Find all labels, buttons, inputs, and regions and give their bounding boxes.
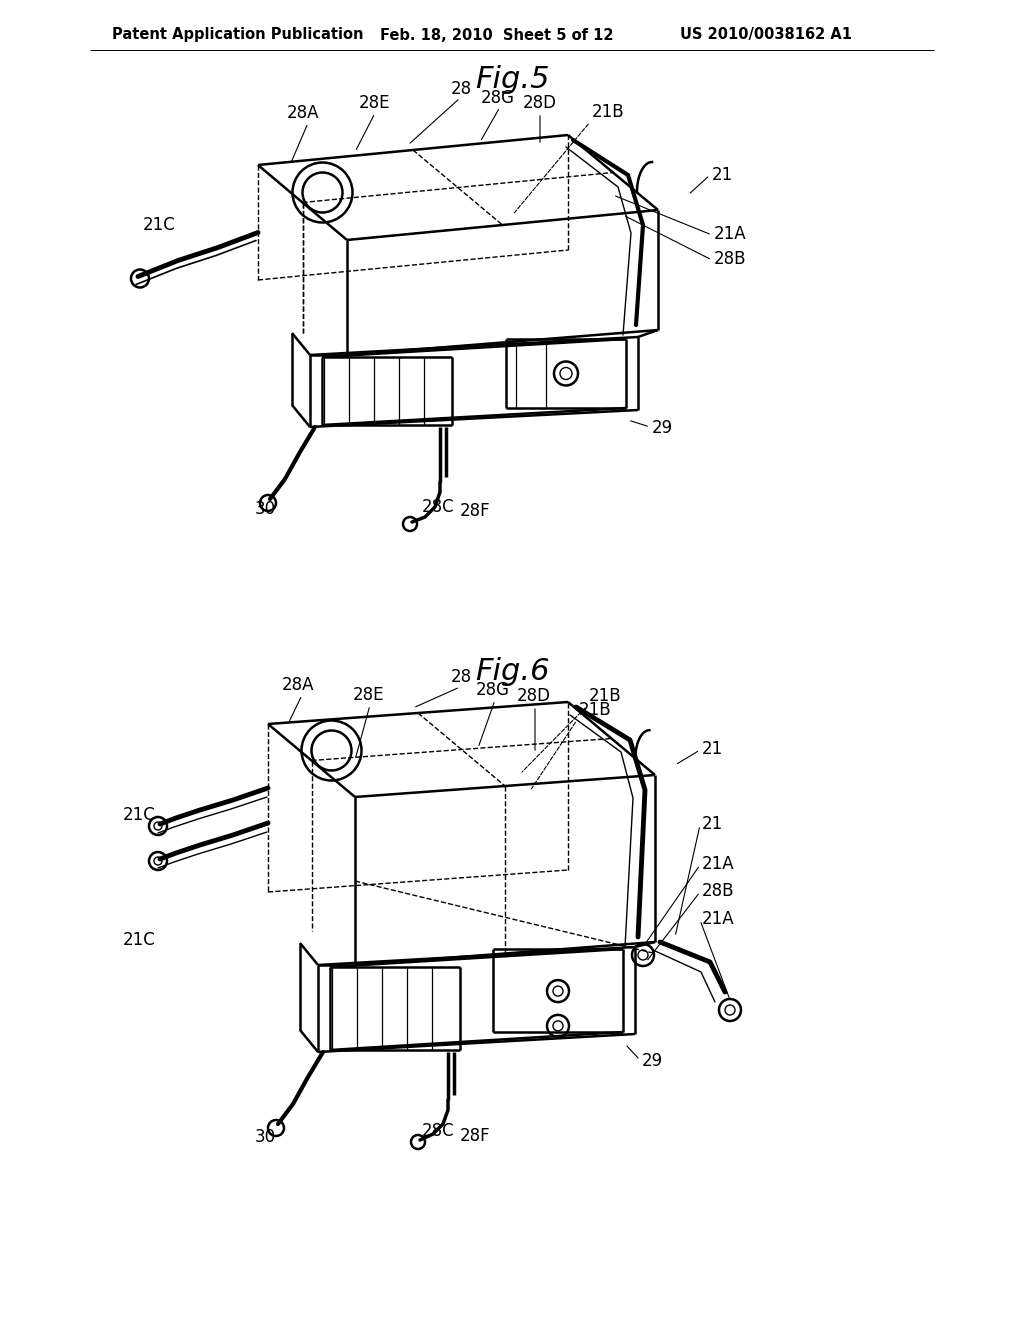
Text: US 2010/0038162 A1: US 2010/0038162 A1 xyxy=(680,28,852,42)
Text: 30: 30 xyxy=(254,1129,275,1146)
Text: 28: 28 xyxy=(451,668,472,686)
Text: 21A: 21A xyxy=(714,224,746,243)
Text: 21C: 21C xyxy=(122,807,155,824)
Text: 28F: 28F xyxy=(460,1127,490,1144)
Text: 29: 29 xyxy=(642,1052,664,1071)
Text: 28G: 28G xyxy=(476,681,510,700)
Text: 29: 29 xyxy=(652,418,673,437)
Text: 28E: 28E xyxy=(359,94,391,112)
Text: Patent Application Publication: Patent Application Publication xyxy=(112,28,364,42)
Text: 28A: 28A xyxy=(287,104,319,121)
Text: Feb. 18, 2010  Sheet 5 of 12: Feb. 18, 2010 Sheet 5 of 12 xyxy=(380,28,613,42)
Text: 28: 28 xyxy=(451,81,472,98)
Text: 21A: 21A xyxy=(702,909,734,928)
Text: Fig.6: Fig.6 xyxy=(475,657,549,686)
Text: 21B: 21B xyxy=(579,701,611,719)
Text: 21: 21 xyxy=(712,166,733,183)
Text: 28F: 28F xyxy=(460,502,490,520)
Text: 28G: 28G xyxy=(481,88,515,107)
Text: 21A: 21A xyxy=(702,855,734,873)
Text: 28D: 28D xyxy=(523,94,557,112)
Text: 21: 21 xyxy=(702,741,723,758)
Text: 21C: 21C xyxy=(142,216,175,234)
Text: 21B: 21B xyxy=(592,103,625,121)
Text: Fig.5: Fig.5 xyxy=(475,66,549,95)
Text: 21: 21 xyxy=(702,814,723,833)
Text: 28E: 28E xyxy=(353,686,385,704)
Text: 28B: 28B xyxy=(714,249,746,268)
Text: 21B: 21B xyxy=(589,686,622,705)
Text: 21C: 21C xyxy=(122,931,155,949)
Text: 28C: 28C xyxy=(422,498,455,516)
Text: 30: 30 xyxy=(254,500,275,517)
Text: 28C: 28C xyxy=(422,1122,455,1140)
Text: 28A: 28A xyxy=(282,676,314,694)
Text: 28D: 28D xyxy=(517,686,551,705)
Text: 28B: 28B xyxy=(702,882,734,900)
